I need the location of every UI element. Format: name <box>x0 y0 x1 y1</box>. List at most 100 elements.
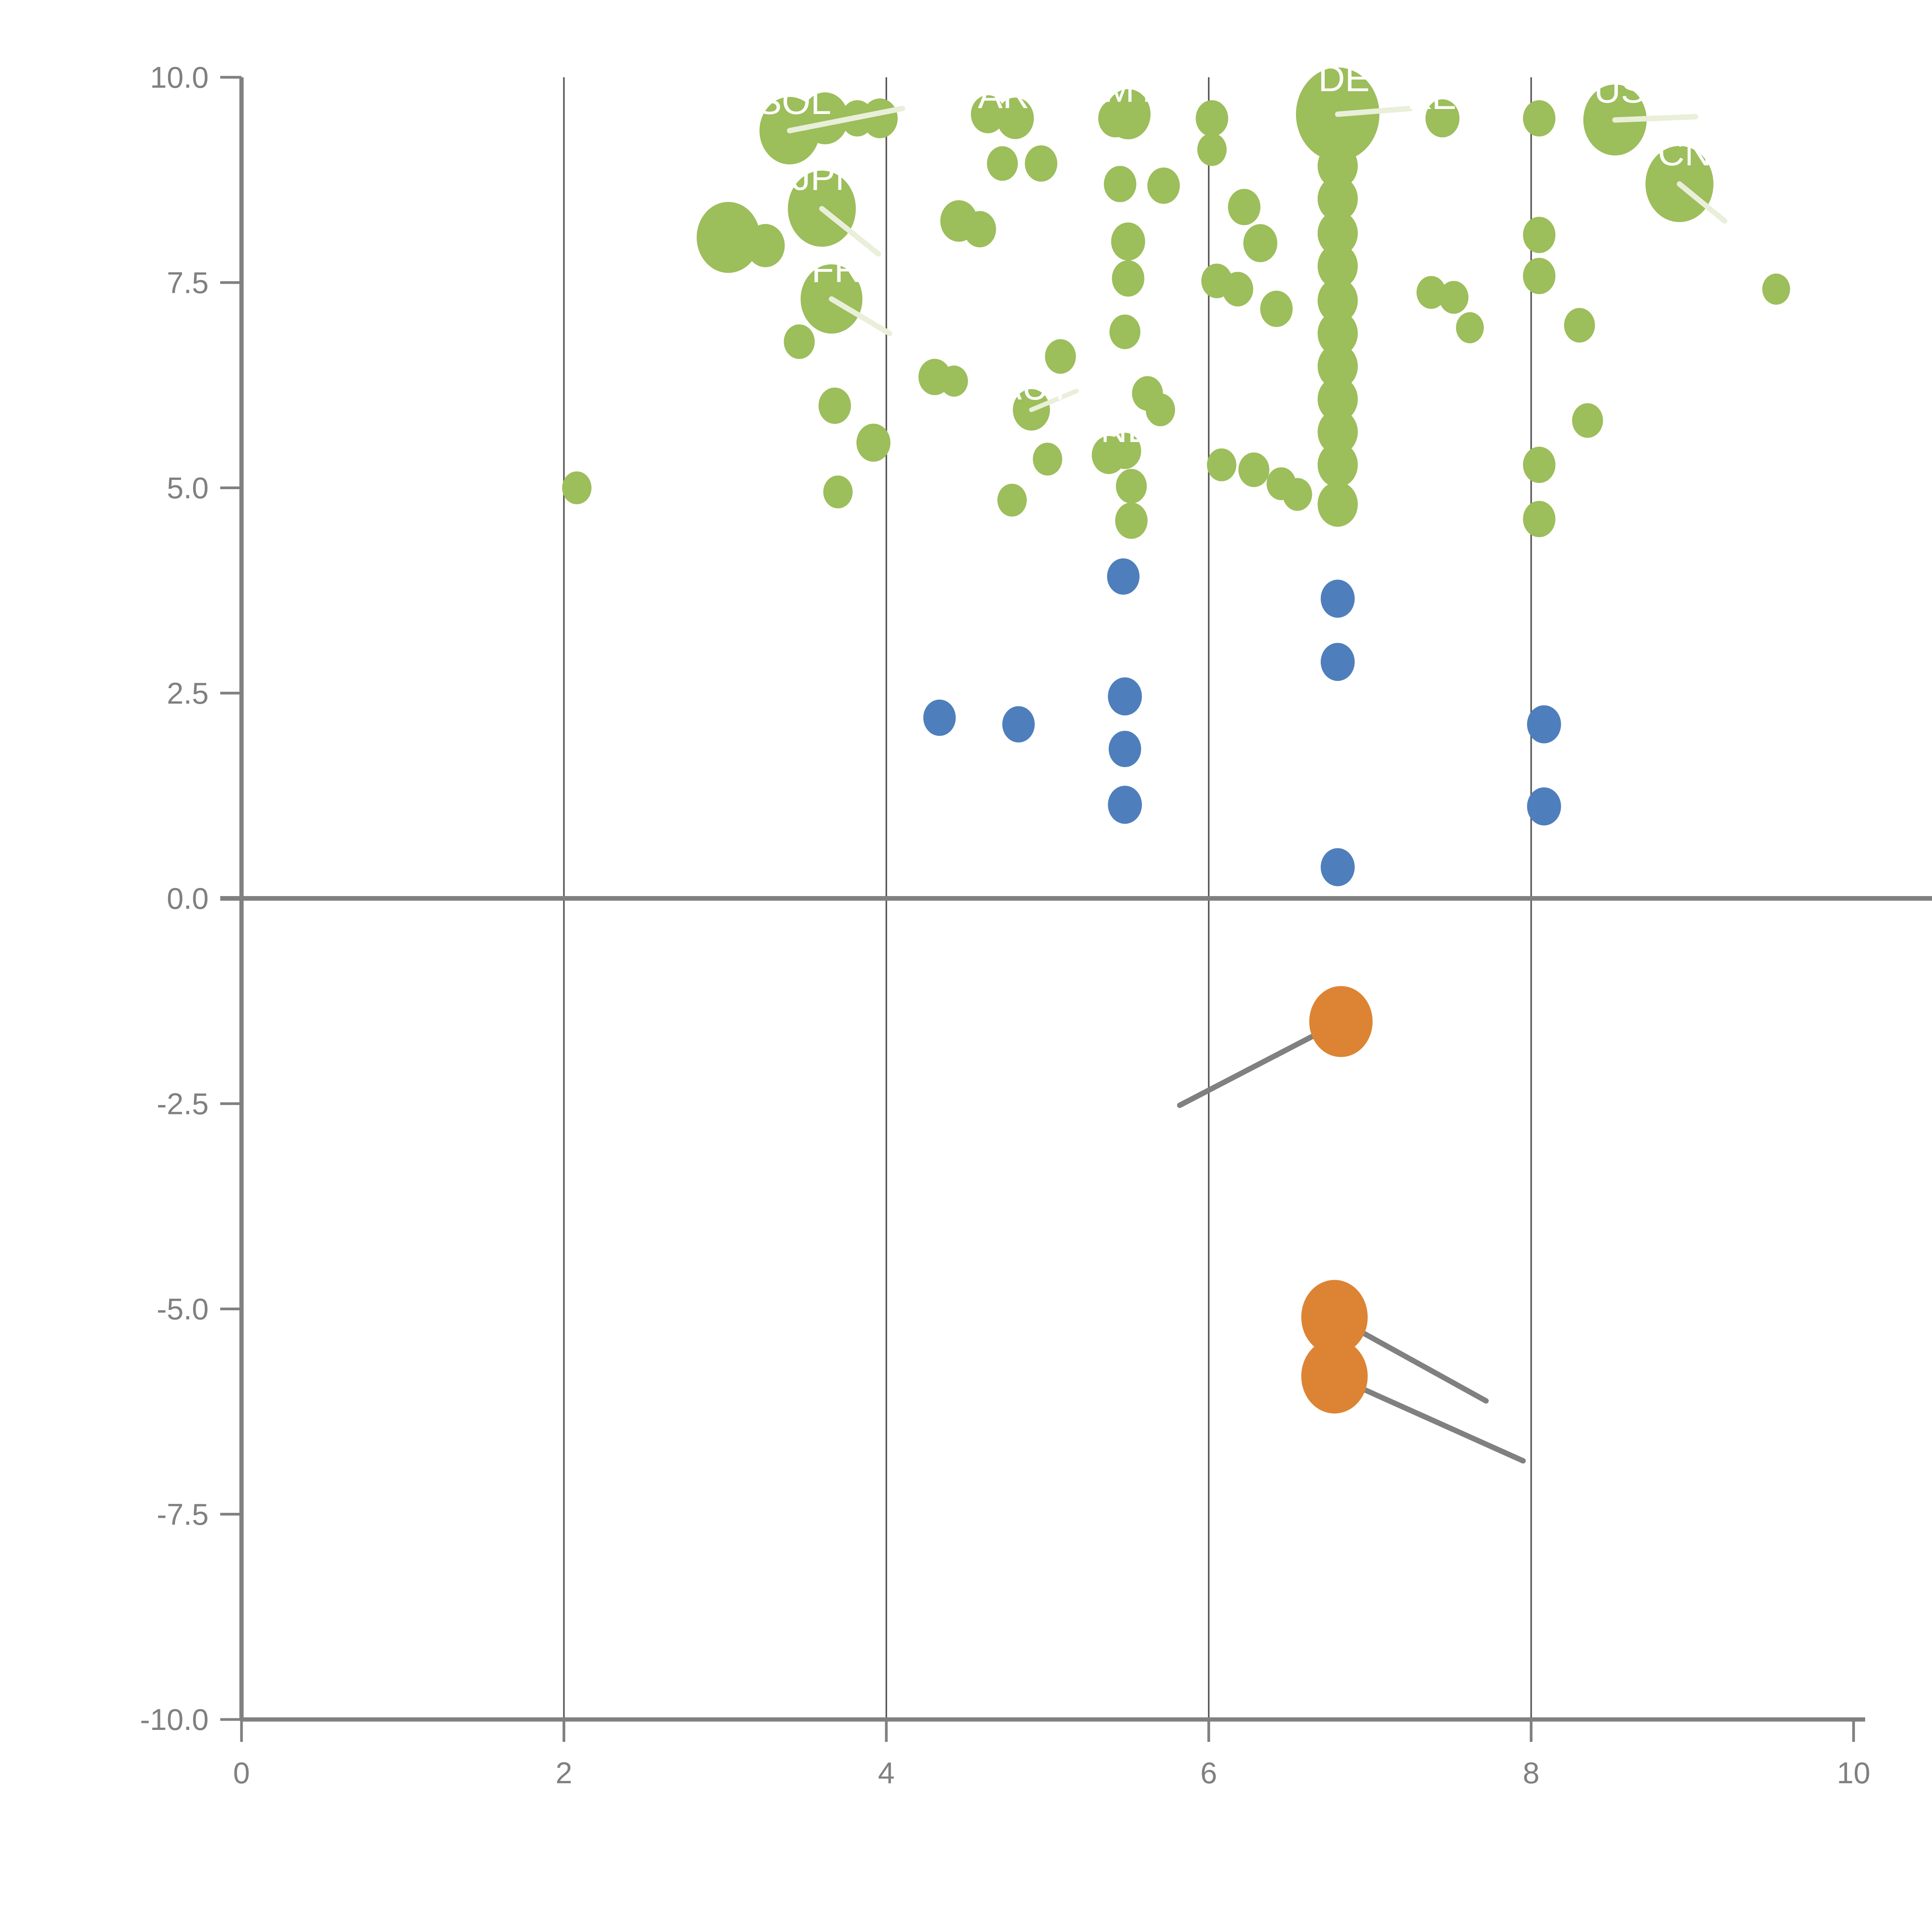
data-point-blue[interactable] <box>1107 558 1140 595</box>
data-point-green[interactable] <box>1116 469 1147 504</box>
data-point-green[interactable] <box>1045 339 1076 374</box>
data-point-green[interactable] <box>1111 222 1145 261</box>
y-tick-label: -2.5 <box>157 1087 209 1121</box>
data-point-green[interactable] <box>1260 291 1293 327</box>
data-point-blue[interactable] <box>1109 731 1141 767</box>
data-point-green[interactable] <box>1317 278 1358 323</box>
axis-ticks: -10.0 -7.5 -5.0 -2.5 0.0 2.5 5.0 7.5 10.0 0 2 4 6 8 10 <box>140 60 1870 1790</box>
data-point-green[interactable] <box>784 324 815 359</box>
y-tick-label: 5.0 <box>167 471 209 505</box>
data-point-green[interactable] <box>1207 448 1236 481</box>
data-point-green[interactable] <box>862 98 898 138</box>
data-point-green[interactable] <box>1317 311 1358 356</box>
leader-line-light <box>787 105 905 134</box>
data-point-green[interactable] <box>1025 145 1058 182</box>
data-point-green[interactable] <box>856 423 891 462</box>
data-point-green[interactable] <box>1105 89 1151 139</box>
data-point-green[interactable] <box>1104 166 1136 202</box>
y-tick-label: -5.0 <box>157 1292 209 1326</box>
data-point-green[interactable] <box>1523 446 1556 483</box>
leader-line-light <box>1029 388 1079 412</box>
data-point-green[interactable] <box>1109 314 1141 349</box>
data-point-green[interactable] <box>1147 167 1180 204</box>
data-point-blue[interactable] <box>923 699 956 736</box>
data-point-green[interactable] <box>963 211 996 248</box>
data-points-layer <box>562 67 1790 1414</box>
leader-line-light <box>819 206 881 257</box>
x-tick-label: 0 <box>233 1756 250 1790</box>
leader-line-light <box>1612 114 1699 123</box>
data-point-green[interactable] <box>1523 501 1556 537</box>
data-point-green[interactable] <box>1317 442 1358 488</box>
data-point-green[interactable] <box>1317 211 1358 256</box>
data-point-green[interactable] <box>1523 100 1556 137</box>
data-point-green[interactable] <box>987 146 1018 181</box>
x-tick-label: 10 <box>1837 1756 1871 1790</box>
data-point-orange[interactable] <box>1301 1280 1368 1355</box>
data-point-green[interactable] <box>823 475 853 509</box>
data-point-green[interactable] <box>1115 502 1148 539</box>
data-point-green[interactable] <box>1109 432 1141 469</box>
leader-line-light <box>1677 181 1728 224</box>
data-point-green[interactable] <box>1317 409 1358 455</box>
y-tick-label: 2.5 <box>167 676 209 710</box>
data-point-green[interactable] <box>818 387 851 424</box>
data-point-green[interactable] <box>1196 100 1228 137</box>
data-point-blue[interactable] <box>1320 848 1355 886</box>
y-tick-label: -7.5 <box>157 1497 209 1531</box>
data-point-green[interactable] <box>1238 452 1270 487</box>
data-point-blue[interactable] <box>1527 787 1561 826</box>
data-point-green[interactable] <box>1112 260 1145 297</box>
data-point-green[interactable] <box>1317 481 1358 527</box>
y-tick-label: 7.5 <box>167 265 209 299</box>
data-point-green[interactable] <box>1282 478 1312 511</box>
x-tick-label: 2 <box>556 1756 572 1790</box>
data-point-green[interactable] <box>971 95 1005 133</box>
data-point-green[interactable] <box>1762 273 1790 305</box>
data-point-green[interactable] <box>562 471 592 505</box>
data-point-green[interactable] <box>997 483 1027 517</box>
data-point-blue[interactable] <box>1108 677 1142 716</box>
y-tick-label: 10.0 <box>150 60 209 94</box>
data-point-green[interactable] <box>1439 281 1469 314</box>
data-point-green[interactable] <box>1523 216 1556 253</box>
data-point-green[interactable] <box>1197 133 1227 166</box>
data-point-green[interactable] <box>1317 143 1358 189</box>
data-point-green[interactable] <box>1033 442 1062 476</box>
data-point-blue[interactable] <box>1320 643 1355 681</box>
data-point-green[interactable] <box>1146 393 1175 427</box>
data-point-blue[interactable] <box>1002 706 1035 743</box>
y-tick-label: -10.0 <box>140 1702 209 1736</box>
data-point-green[interactable] <box>1228 189 1260 225</box>
data-point-green[interactable] <box>696 202 760 273</box>
x-tick-label: 8 <box>1523 1756 1539 1790</box>
x-tick-label: 4 <box>878 1756 895 1790</box>
data-point-green[interactable] <box>1317 376 1358 422</box>
data-point-green[interactable] <box>1564 308 1595 343</box>
data-point-green[interactable] <box>940 365 968 397</box>
data-point-green[interactable] <box>1456 312 1484 344</box>
leader-line-light <box>1335 105 1413 117</box>
data-point-orange[interactable] <box>1309 986 1373 1057</box>
data-point-blue[interactable] <box>1320 580 1355 618</box>
leader-line <box>1332 1373 1526 1464</box>
data-point-green[interactable] <box>1317 344 1358 389</box>
data-point-blue[interactable] <box>1527 705 1561 743</box>
data-point-blue[interactable] <box>1108 786 1142 824</box>
data-point-green[interactable] <box>1572 403 1603 438</box>
data-point-green[interactable] <box>1222 272 1253 307</box>
x-tick-label: 6 <box>1201 1756 1217 1790</box>
data-point-green[interactable] <box>1416 276 1446 309</box>
data-point-green[interactable] <box>1425 99 1460 138</box>
data-point-green[interactable] <box>997 97 1034 139</box>
data-point-orange[interactable] <box>1301 1339 1368 1414</box>
data-point-green[interactable] <box>1317 176 1358 221</box>
data-point-green[interactable] <box>1243 224 1277 262</box>
data-point-green[interactable] <box>746 224 785 267</box>
data-point-green[interactable] <box>1523 258 1556 294</box>
data-point-green[interactable] <box>802 92 849 145</box>
data-point-green[interactable] <box>1317 243 1358 289</box>
